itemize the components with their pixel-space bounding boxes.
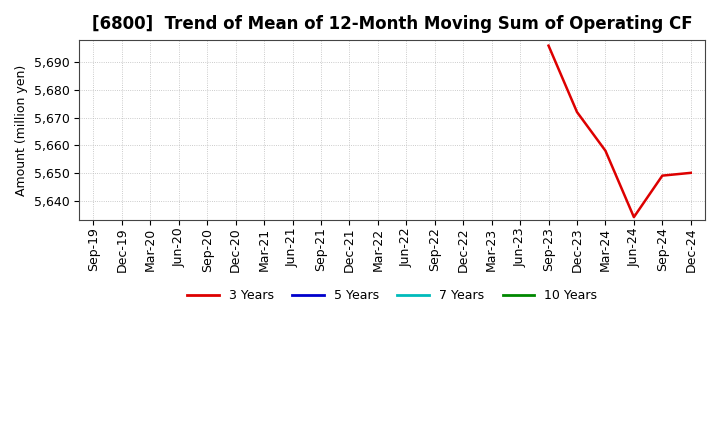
Title: [6800]  Trend of Mean of 12-Month Moving Sum of Operating CF: [6800] Trend of Mean of 12-Month Moving …: [91, 15, 693, 33]
Legend: 3 Years, 5 Years, 7 Years, 10 Years: 3 Years, 5 Years, 7 Years, 10 Years: [182, 284, 602, 307]
Y-axis label: Amount (million yen): Amount (million yen): [15, 64, 28, 196]
